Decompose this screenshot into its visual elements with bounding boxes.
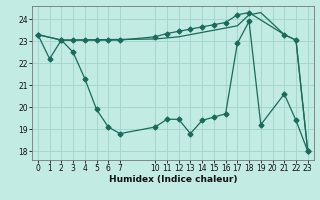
X-axis label: Humidex (Indice chaleur): Humidex (Indice chaleur)	[108, 175, 237, 184]
